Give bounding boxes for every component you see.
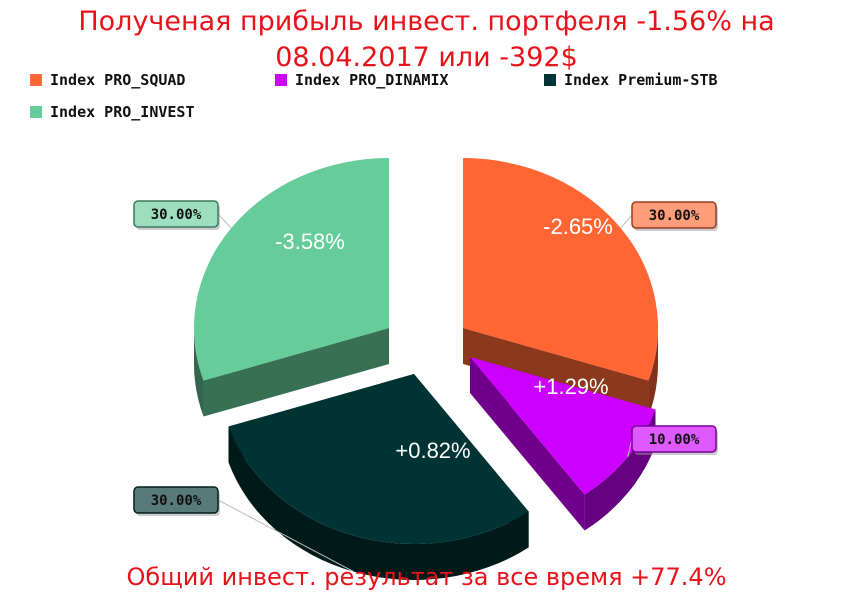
legend-swatch	[30, 74, 42, 86]
slice-result-label: -3.58%	[275, 229, 345, 254]
badge-box	[631, 201, 717, 229]
slice-share-label: 10.00%	[649, 432, 700, 448]
share-badge: 10.00%	[627, 425, 718, 458]
share-badge: 30.00%	[133, 200, 232, 230]
slice-top	[193, 158, 389, 381]
slice-edge	[584, 409, 656, 531]
slice-share-label: 30.00%	[151, 493, 202, 509]
legend-item-pro-squad: Index PRO_SQUAD	[30, 71, 185, 89]
badge-box	[133, 200, 219, 228]
slice-edge	[194, 328, 204, 417]
pie-slice-index-pro-squad	[463, 158, 658, 417]
legend-label: Index PRO_SQUAD	[50, 71, 186, 89]
leader-line	[217, 499, 354, 573]
slice-top	[463, 158, 658, 381]
chart-title: Полученая прибыль инвест. портфеля -1.56…	[78, 6, 775, 73]
legend-item-premium-stb: Index Premium-STB	[544, 71, 718, 89]
slice-side	[203, 328, 389, 417]
slice-edge	[648, 328, 658, 417]
slice-share-label: 30.00%	[649, 208, 700, 224]
leader-line	[217, 213, 232, 229]
slice-result-label: +0.82%	[395, 438, 470, 463]
slice-share-label: 30.00%	[151, 207, 202, 223]
slice-result-label: -2.65%	[543, 214, 613, 239]
slice-top	[228, 374, 529, 544]
legend-item-pro-dinamix: Index PRO_DINAMIX	[275, 71, 449, 89]
pie-slice-index-pro-dinamix	[470, 357, 656, 531]
total-result-text: Общий инвест. результат за все время +77…	[126, 563, 727, 591]
legend-label: Index PRO_DINAMIX	[295, 71, 449, 89]
slice-top	[470, 357, 656, 495]
legend-swatch	[275, 74, 287, 86]
badge-box	[631, 425, 717, 453]
pie-slice-index-premium-stb	[228, 374, 529, 580]
slice-side	[470, 357, 585, 531]
badge-box	[133, 486, 219, 514]
share-badge: 30.00%	[620, 201, 718, 231]
slice-result-label: +1.29%	[533, 374, 608, 399]
legend-item-pro-invest: Index PRO_INVEST	[30, 103, 195, 121]
slice-edge	[228, 426, 529, 580]
slice-side	[463, 328, 649, 417]
legend-swatch	[30, 106, 42, 118]
share-badge: 30.00%	[133, 486, 354, 573]
leader-line	[620, 214, 633, 229]
legend-swatch	[544, 74, 556, 86]
legend-label: Index Premium-STB	[564, 71, 718, 89]
legend-label: Index PRO_INVEST	[50, 103, 195, 121]
pie-slice-index-pro-invest	[193, 158, 389, 417]
